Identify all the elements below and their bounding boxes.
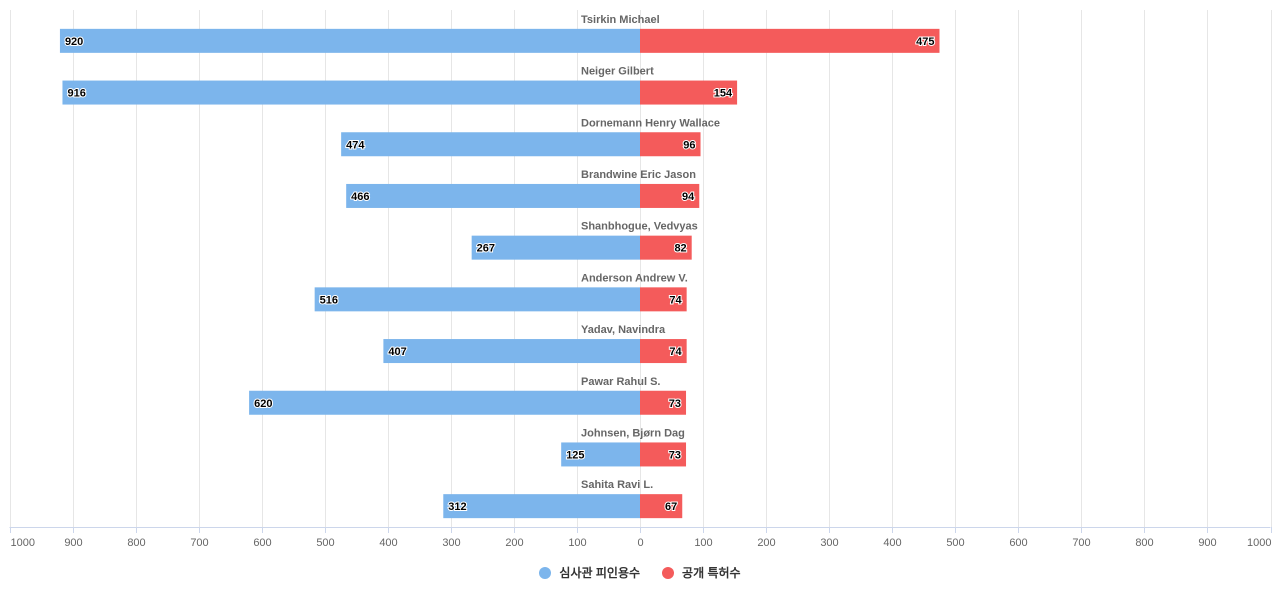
bar-published-patents[interactable] <box>640 235 692 260</box>
bar-examiner-citations[interactable] <box>249 390 640 415</box>
data-label-examiner-citations: 474 <box>346 139 365 151</box>
bar-published-patents[interactable] <box>640 183 700 208</box>
bar-published-patents[interactable] <box>640 28 940 53</box>
data-label-published-patents: 96 <box>683 139 695 151</box>
x-tick-label: 0 <box>637 537 643 549</box>
x-tick-label: 900 <box>1198 537 1216 549</box>
data-label-examiner-citations: 920 <box>65 36 83 48</box>
x-tick-label: 300 <box>442 537 460 549</box>
data-label-published-patents: 475 <box>916 36 934 48</box>
bars <box>59 28 940 519</box>
x-tick-label: 100 <box>568 537 586 549</box>
bar-published-patents[interactable] <box>640 132 701 157</box>
data-label-examiner-citations: 916 <box>67 88 85 100</box>
data-label-published-patents: 73 <box>669 398 681 410</box>
category-label: Anderson Andrew V. <box>581 272 688 284</box>
x-tick-label: 400 <box>883 537 901 549</box>
x-tick-label: 200 <box>505 537 523 549</box>
x-tick-label: 800 <box>1135 537 1153 549</box>
data-label-examiner-citations: 267 <box>477 243 495 255</box>
x-tick-label: 500 <box>946 537 964 549</box>
category-label: Brandwine Eric Jason <box>581 169 696 181</box>
category-label: Dornemann Henry Wallace <box>581 117 720 129</box>
x-tick-label: 600 <box>1009 537 1027 549</box>
data-label-examiner-citations: 312 <box>448 501 466 513</box>
bar-examiner-citations[interactable] <box>346 183 640 208</box>
bar-examiner-citations[interactable] <box>383 339 640 364</box>
category-label: Tsirkin Michael <box>581 14 660 26</box>
data-label-published-patents: 154 <box>714 88 733 100</box>
bar-examiner-citations[interactable] <box>62 80 641 105</box>
x-tick-label: 300 <box>820 537 838 549</box>
data-label-examiner-citations: 407 <box>388 346 406 358</box>
x-tick-label: 600 <box>253 537 271 549</box>
legend-dot-blue <box>539 566 552 579</box>
bar-examiner-citations[interactable] <box>59 28 640 53</box>
data-label-published-patents: 67 <box>665 501 677 513</box>
bar-examiner-citations[interactable] <box>314 287 640 312</box>
bar-examiner-citations[interactable] <box>443 494 640 519</box>
x-tick-label: 700 <box>190 537 208 549</box>
x-axis: 1000 900 800 700 600 500 400 300 200 100 0 100 200 30… <box>9 527 1272 549</box>
x-tick-label: 900 <box>64 537 82 549</box>
category-label: Sahita Ravi L. <box>581 479 653 491</box>
category-label: Pawar Rahul S. <box>581 376 660 388</box>
legend-label-published-patents: 공개 특허수 <box>682 566 741 580</box>
bar-published-patents[interactable] <box>640 80 738 105</box>
data-label-published-patents: 94 <box>682 191 695 203</box>
labels: Tsirkin Michael 920 475 Neiger Gilbert 916 15… <box>64 14 936 514</box>
category-label: Shanbhogue, Vedvyas <box>581 221 698 233</box>
legend-item-examiner-citations[interactable]: 심사관 피인용수 <box>539 564 640 581</box>
category-label: Johnsen, Bjørn Dag <box>581 427 685 439</box>
bar-examiner-citations[interactable] <box>341 132 640 157</box>
x-tick-label: 200 <box>757 537 775 549</box>
legend-item-published-patents[interactable]: 공개 특허수 <box>662 564 741 581</box>
x-tick-label: 400 <box>379 537 397 549</box>
x-tick-label: 500 <box>316 537 334 549</box>
data-label-published-patents: 74 <box>669 294 682 306</box>
data-label-examiner-citations: 516 <box>320 294 338 306</box>
x-tick-label: 800 <box>127 537 145 549</box>
data-label-examiner-citations: 620 <box>254 398 272 410</box>
bar-examiner-citations[interactable] <box>561 442 640 467</box>
category-label: Neiger Gilbert <box>581 66 654 78</box>
bar-examiner-citations[interactable] <box>471 235 640 260</box>
bar-published-patents[interactable] <box>640 390 687 415</box>
x-tick-label: 1000 <box>1247 537 1271 549</box>
bar-published-patents[interactable] <box>640 494 683 519</box>
bar-published-patents[interactable] <box>640 339 687 364</box>
legend-label-examiner-citations: 심사관 피인용수 <box>559 566 641 580</box>
x-tick-label: 700 <box>1072 537 1090 549</box>
x-tick-label: 100 <box>694 537 712 549</box>
data-label-published-patents: 73 <box>669 449 681 461</box>
data-label-published-patents: 82 <box>674 243 686 255</box>
data-label-examiner-citations: 466 <box>351 191 369 203</box>
category-label: Yadav, Navindra <box>581 324 666 336</box>
data-label-examiner-citations: 125 <box>566 449 584 461</box>
data-label-published-patents: 74 <box>669 346 682 358</box>
bar-published-patents[interactable] <box>640 287 687 312</box>
x-tick-label: 1000 <box>11 537 35 549</box>
legend-dot-red <box>662 566 675 579</box>
bar-published-patents[interactable] <box>640 442 687 467</box>
legend: 심사관 피인용수 공개 특허수 <box>0 564 1280 581</box>
